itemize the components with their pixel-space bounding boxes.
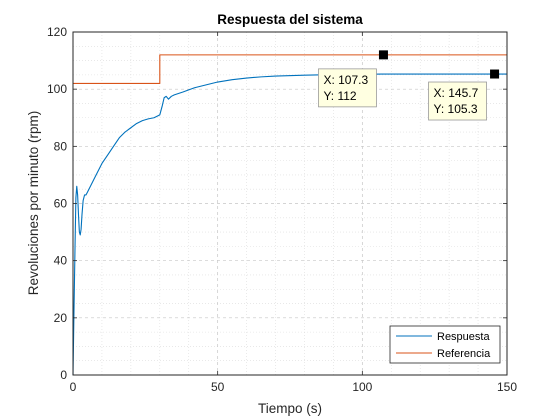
legend-label-respuesta: Respuesta (437, 331, 490, 343)
y-tick-label: 40 (54, 254, 68, 268)
datatip-x-value: X: 145.7 (434, 86, 479, 100)
datatips: X: 107.3 Y: 112 X: 145.7 Y: 105.3 (318, 50, 499, 120)
series-line-referencia (73, 55, 507, 84)
chart-title: Respuesta del sistema (217, 12, 363, 27)
y-tick-label: 60 (54, 197, 68, 211)
y-axis-label: Revoluciones por minuto (rpm) (26, 111, 41, 296)
legend-label-referencia: Referencia (437, 348, 491, 360)
y-tick-label: 120 (47, 25, 67, 39)
y-tick-label: 0 (60, 368, 67, 382)
datatip-y-value: Y: 105.3 (434, 102, 478, 116)
datatip-y-value: Y: 112 (323, 89, 356, 103)
x-tick-label: 50 (211, 380, 225, 394)
x-tick-label: 150 (497, 380, 517, 394)
datatip-marker (379, 50, 388, 59)
y-tick-label: 20 (54, 311, 68, 325)
y-tick-label: 80 (54, 139, 68, 153)
datatip-x-value: X: 107.3 (323, 73, 368, 87)
y-tick-label: 100 (47, 82, 67, 96)
legend: Respuesta Referencia (390, 326, 500, 363)
x-axis-label: Tiempo (s) (258, 401, 322, 416)
x-tick-label: 100 (352, 380, 372, 394)
x-tick-label: 0 (70, 380, 77, 394)
datatip-marker (490, 70, 499, 79)
